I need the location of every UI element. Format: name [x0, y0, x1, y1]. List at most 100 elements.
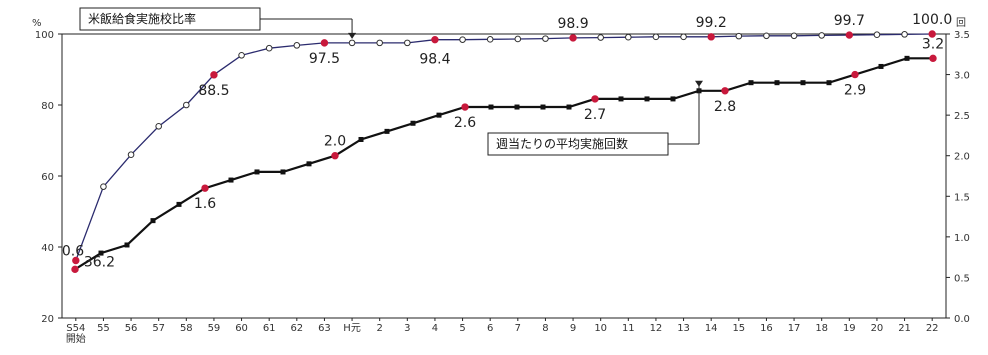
series-1-point-22	[644, 96, 650, 102]
right-tick-label: 3.5	[954, 30, 970, 41]
series-0-point-26	[790, 32, 798, 40]
x-tick-label: 19	[843, 323, 856, 334]
series-1-data-label: 2.7	[584, 107, 606, 123]
series-0-point-17	[542, 35, 549, 42]
series-0-point-2	[127, 151, 135, 158]
x-tick-label: 15	[732, 323, 745, 334]
plot-frame	[61, 33, 947, 319]
series-0-point-12	[404, 39, 411, 47]
series-1-point-28	[800, 80, 806, 86]
series-1-point-19	[566, 104, 572, 110]
series-1-data-label: 2.0	[324, 134, 346, 150]
series-1-point-12	[384, 128, 390, 134]
series-0-point-4	[183, 101, 190, 109]
series-1-data-label: 3.2	[922, 36, 944, 52]
series-1-point-30	[851, 70, 859, 79]
series-0-data-label: 100.0	[912, 12, 952, 28]
series-0-point-21	[652, 33, 660, 41]
left-tick-label: 60	[41, 172, 54, 183]
x-tick-label: 55	[97, 323, 110, 334]
series-1-point-15	[461, 103, 469, 111]
series-0-point-13	[431, 35, 439, 44]
callout-text-1: 週当たりの平均実施回数	[496, 136, 628, 151]
series-1-data-label: 2.9	[844, 83, 866, 99]
series-0-point-28	[845, 31, 854, 39]
x-tick-label: 21	[898, 323, 911, 334]
series-layer	[71, 30, 937, 274]
left-tick-label: 80	[41, 101, 54, 112]
callout-text-0: 米飯給食実施校比率	[88, 11, 196, 26]
x-tick-label: 13	[677, 323, 690, 334]
series-1-point-13	[410, 120, 416, 126]
x-tick-label: 5	[459, 323, 465, 334]
right-tick-label: 1.0	[954, 233, 970, 244]
right-tick-label: 0.5	[954, 273, 970, 284]
series-0-point-3	[155, 123, 162, 130]
x-tick-label: 63	[318, 323, 331, 334]
x-tick-label: 62	[290, 323, 303, 334]
series-1-point-0	[71, 265, 79, 274]
series-1-point-1	[98, 250, 104, 256]
series-1-point-20	[591, 95, 599, 103]
series-1-point-6	[228, 177, 234, 183]
series-0-data-label: 98.9	[557, 16, 588, 32]
series-1-data-label: 2.6	[454, 115, 476, 131]
right-unit-label: 回	[956, 17, 966, 29]
series-0-point-24	[735, 32, 743, 40]
series-1-point-32	[904, 55, 910, 61]
x-tick-label: 10	[594, 323, 607, 334]
x-tick-label: 61	[263, 323, 276, 334]
x-tick-label: 12	[650, 323, 663, 334]
left-tick-label: 100	[35, 30, 54, 41]
x-tick-label: 17	[788, 323, 801, 334]
left-unit-label: %	[32, 18, 42, 29]
left-tick-label: 40	[41, 243, 54, 254]
x-tick-label: H元	[343, 323, 361, 334]
x-tick-label: 18	[815, 323, 828, 334]
series-0-data-label: 99.2	[696, 15, 727, 31]
series-0-point-14	[459, 36, 466, 43]
series-1-point-5	[201, 184, 209, 192]
series-0-point-6	[238, 52, 245, 59]
x-tick-label: 3	[404, 323, 410, 334]
series-1-point-16	[488, 104, 494, 110]
x-tick-label: 11	[622, 323, 635, 334]
series-1-point-25	[721, 87, 729, 95]
right-tick-label: 2.0	[954, 152, 970, 163]
callout-arrow-0	[348, 32, 357, 39]
x-tick-label: 8	[542, 323, 548, 334]
right-tick-label: 2.5	[954, 111, 970, 122]
x-tick-label: 6	[487, 323, 493, 334]
left-tick-label: 20	[41, 314, 54, 325]
series-0-point-30	[901, 31, 908, 38]
series-1-point-9	[306, 161, 312, 167]
labels-layer: 36.2 88.5 97.5 98.4 98.9 99.2 99.7 100.0 0.6 1.6 2…	[62, 12, 952, 270]
x-tick-label: 2	[377, 323, 383, 334]
series-0-point-9	[320, 39, 329, 47]
x-tick-label: 60	[235, 323, 248, 334]
series-0-point-8	[293, 42, 301, 49]
series-1-line	[74, 57, 933, 271]
series-0-point-20	[625, 33, 632, 41]
series-0-data-label: 98.4	[419, 52, 450, 68]
series-1-point-8	[280, 169, 286, 175]
x-tick-label: 22	[926, 323, 939, 334]
series-0-point-5	[210, 71, 218, 79]
series-1-data-label: 0.6	[62, 243, 84, 259]
right-tick-label: 1.5	[954, 192, 970, 203]
series-0-point-27	[818, 32, 825, 39]
series-1-point-2	[124, 242, 130, 248]
series-0-data-label: 97.5	[309, 51, 340, 67]
series-0-data-label: 99.7	[834, 13, 865, 29]
series-1-point-29	[826, 80, 832, 86]
series-0-point-31	[928, 30, 936, 38]
x-tick-label: S54	[66, 323, 85, 334]
series-1-point-23	[670, 96, 676, 102]
series-1-data-label: 1.6	[194, 196, 216, 212]
x-tick-label: 56	[125, 323, 138, 334]
x-tick-label: 4	[432, 323, 438, 334]
series-1-point-27	[774, 80, 780, 86]
axes-layer: 100 80 60 40 20% 3.5 3.0 2.5 2.0 1.5 1.0 0.5 0.0 回 S54…	[32, 17, 970, 345]
series-0-point-10	[348, 39, 356, 47]
